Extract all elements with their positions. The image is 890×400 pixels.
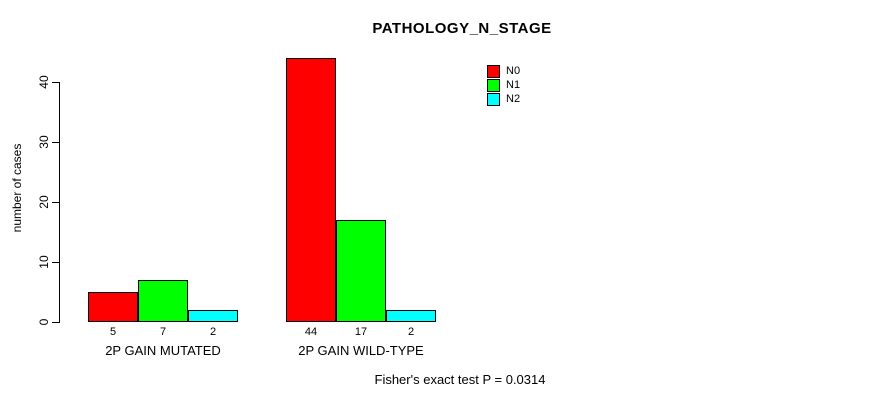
legend-row-n0: N0 bbox=[487, 64, 520, 78]
bar-value-label: 2 bbox=[407, 326, 415, 338]
bar-value-label: 5 bbox=[109, 326, 117, 338]
legend-swatch-n0 bbox=[487, 64, 500, 78]
y-axis-title: number of cases bbox=[10, 143, 24, 233]
legend-swatch-n1 bbox=[487, 78, 500, 92]
y-tick-label: 30 bbox=[37, 135, 51, 149]
y-tick-mark bbox=[52, 262, 59, 263]
y-tick-label: 40 bbox=[37, 75, 51, 89]
bar-value-label: 7 bbox=[159, 326, 167, 338]
y-tick-label: 10 bbox=[37, 255, 51, 269]
bar-value-label: 2 bbox=[209, 326, 217, 338]
y-tick-label: 0 bbox=[37, 318, 51, 326]
y-axis-line bbox=[59, 82, 60, 323]
bar-n1-2p-gain-wild-type bbox=[336, 220, 386, 322]
bar-n1-2p-gain-mutated bbox=[138, 280, 188, 322]
legend-label: N1 bbox=[506, 79, 521, 91]
bar-value-label: 44 bbox=[304, 326, 318, 338]
legend-label: N2 bbox=[506, 93, 521, 105]
bar-n2-2p-gain-wild-type bbox=[386, 310, 436, 322]
category-label: 2P GAIN WILD-TYPE bbox=[298, 343, 424, 358]
legend-row-n1: N1 bbox=[487, 78, 520, 92]
bar-n2-2p-gain-mutated bbox=[188, 310, 238, 322]
y-tick-label: 20 bbox=[37, 195, 51, 209]
bar-n0-2p-gain-mutated bbox=[88, 292, 138, 322]
y-tick-mark bbox=[52, 142, 59, 143]
y-tick-mark bbox=[52, 82, 59, 83]
category-label: 2P GAIN MUTATED bbox=[105, 343, 221, 358]
bar-n0-2p-gain-wild-type bbox=[286, 58, 336, 322]
y-tick-mark bbox=[52, 322, 59, 323]
y-tick-mark bbox=[52, 202, 59, 203]
bar-value-label: 17 bbox=[354, 326, 368, 338]
fisher-test-note: Fisher's exact test P = 0.0314 bbox=[374, 372, 546, 387]
legend-swatch-n2 bbox=[487, 92, 500, 106]
legend: N0 N1 N2 bbox=[487, 64, 520, 106]
legend-row-n2: N2 bbox=[487, 92, 520, 106]
chart-title: PATHOLOGY_N_STAGE bbox=[372, 20, 552, 37]
legend-label: N0 bbox=[506, 65, 521, 77]
